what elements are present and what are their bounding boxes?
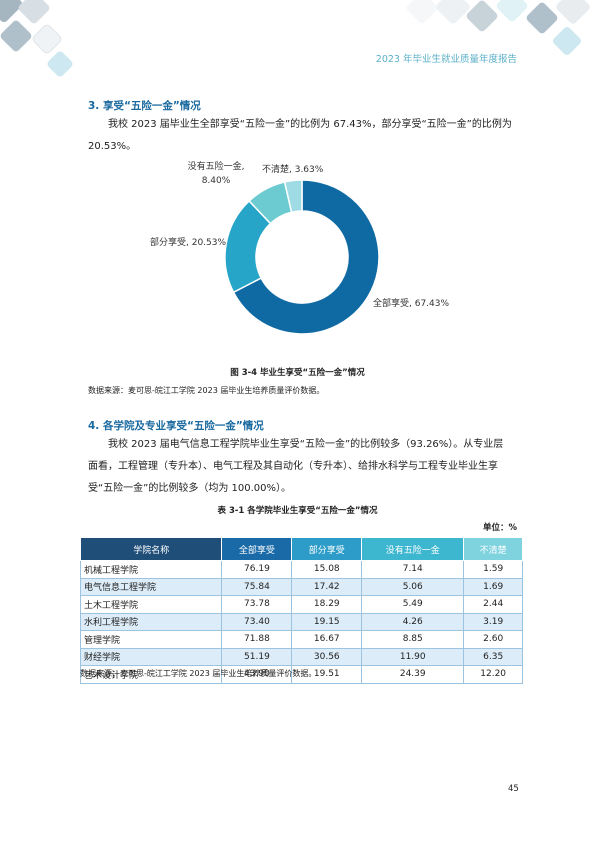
table-cell: 6.35 [463,647,523,666]
table-cell: 76.19 [221,560,293,579]
table-caption: 表 3-1 各学院毕业生享受“五险一金”情况 [217,506,378,516]
table-cell: 24.39 [361,665,465,684]
table-cell: 73.78 [221,595,293,614]
table-row: 财经学院 51.19 30.56 11.90 6.35 [79,647,523,666]
table-cell: 19.51 [291,665,363,684]
table-cell: 75.84 [221,577,293,596]
table-cell: 16.67 [291,630,363,649]
table-cell: 管理学院 [79,630,223,649]
column-header: 学院名称 [79,537,223,561]
table-cell: 1.59 [463,560,523,579]
paragraph: 我校 2023 届电气信息工程学院毕业生享受“五险一金”的比例较多（93.26%… [88,439,504,494]
header-title: 2023 年毕业生就业质量年度报告 [375,54,517,65]
table-cell: 71.88 [221,630,293,649]
column-header: 部分享受 [291,537,363,561]
table-unit: 单位：% [482,523,517,533]
donut-slice [232,179,380,335]
figure-source: 数据来源：麦可思-皖江工学院 2023 届毕业生培养质量评价数据。 [88,386,325,395]
table-cell: 3.19 [463,612,523,631]
table-cell: 8.85 [361,630,465,649]
donut-slice [283,179,303,214]
table-cell: 11.90 [361,647,465,666]
table-cell: 机械工程学院 [79,560,223,579]
header-row: 学院名称 全部享受 部分享受 没有五险一金 不清楚 [79,537,523,561]
column-header: 不清楚 [463,537,523,561]
table-cell: 17.42 [291,577,363,596]
data-label: 部分享受, 20.53% [150,238,227,248]
table-cell: 5.49 [361,595,465,614]
table-cell: 7.14 [361,560,465,579]
data-table: 学院名称 全部享受 部分享受 没有五险一金 不清楚 机械工程学院 76.19 15.08 7.1… [79,537,523,684]
data-label: 全部享受, 67.43% [373,299,450,309]
column-header: 没有五险一金 [361,537,465,561]
table-row: 管理学院 71.88 16.67 8.85 2.60 [79,630,523,649]
column-header: 全部享受 [221,537,293,561]
table-row: 电气信息工程学院 75.84 17.42 5.06 1.69 [79,577,523,596]
data-label: 不清楚, 3.63% [262,165,324,175]
table-cell: 水利工程学院 [79,612,223,631]
table-cell: 电气信息工程学院 [79,577,223,596]
table-cell: 4.26 [361,612,465,631]
table-cell: 15.08 [291,560,363,579]
table-cell: 18.29 [291,595,363,614]
table-row: 水利工程学院 73.40 19.15 4.26 3.19 [79,612,523,631]
table-cell: 财经学院 [79,647,223,666]
table-row: 艺术设计学院 43.90 19.51 24.39 12.20 [79,665,523,684]
table-cell: 30.56 [291,647,363,666]
section-heading: 3. 享受“五险一金”情况 [88,100,201,112]
table-cell: 73.40 [221,612,293,631]
table-cell: 1.69 [463,577,523,596]
table-cell: 2.60 [463,630,523,649]
data-label: 没有五险一金, 8.40% [187,162,245,186]
table-cell: 2.44 [463,595,523,614]
table-row: 土木工程学院 73.78 18.29 5.49 2.44 [79,595,523,614]
donut-chart [224,179,380,335]
table-cell: 土木工程学院 [79,595,223,614]
table-cell: 51.19 [221,647,293,666]
table-cell: 艺术设计学院 [79,665,223,684]
page-number: 45 [508,784,519,794]
figure-caption: 图 3-4 毕业生享受“五险一金”情况 [230,368,365,378]
table-source: 数据来源：麦可思-皖江工学院 2023 届毕业生培养质量评价数据。 [80,669,317,678]
table-row: 机械工程学院 76.19 15.08 7.14 1.59 [79,560,523,579]
table-cell: 19.15 [291,612,363,631]
table-cell: 5.06 [361,577,465,596]
table-cell: 43.90 [221,665,293,684]
table-cell: 12.20 [463,665,523,684]
section-heading: 4. 各学院及专业享受“五险一金”情况 [88,420,264,432]
paragraph: 我校 2023 届毕业生全部享受“五险一金”的比例为 67.43%，部分享受“五… [88,119,512,152]
